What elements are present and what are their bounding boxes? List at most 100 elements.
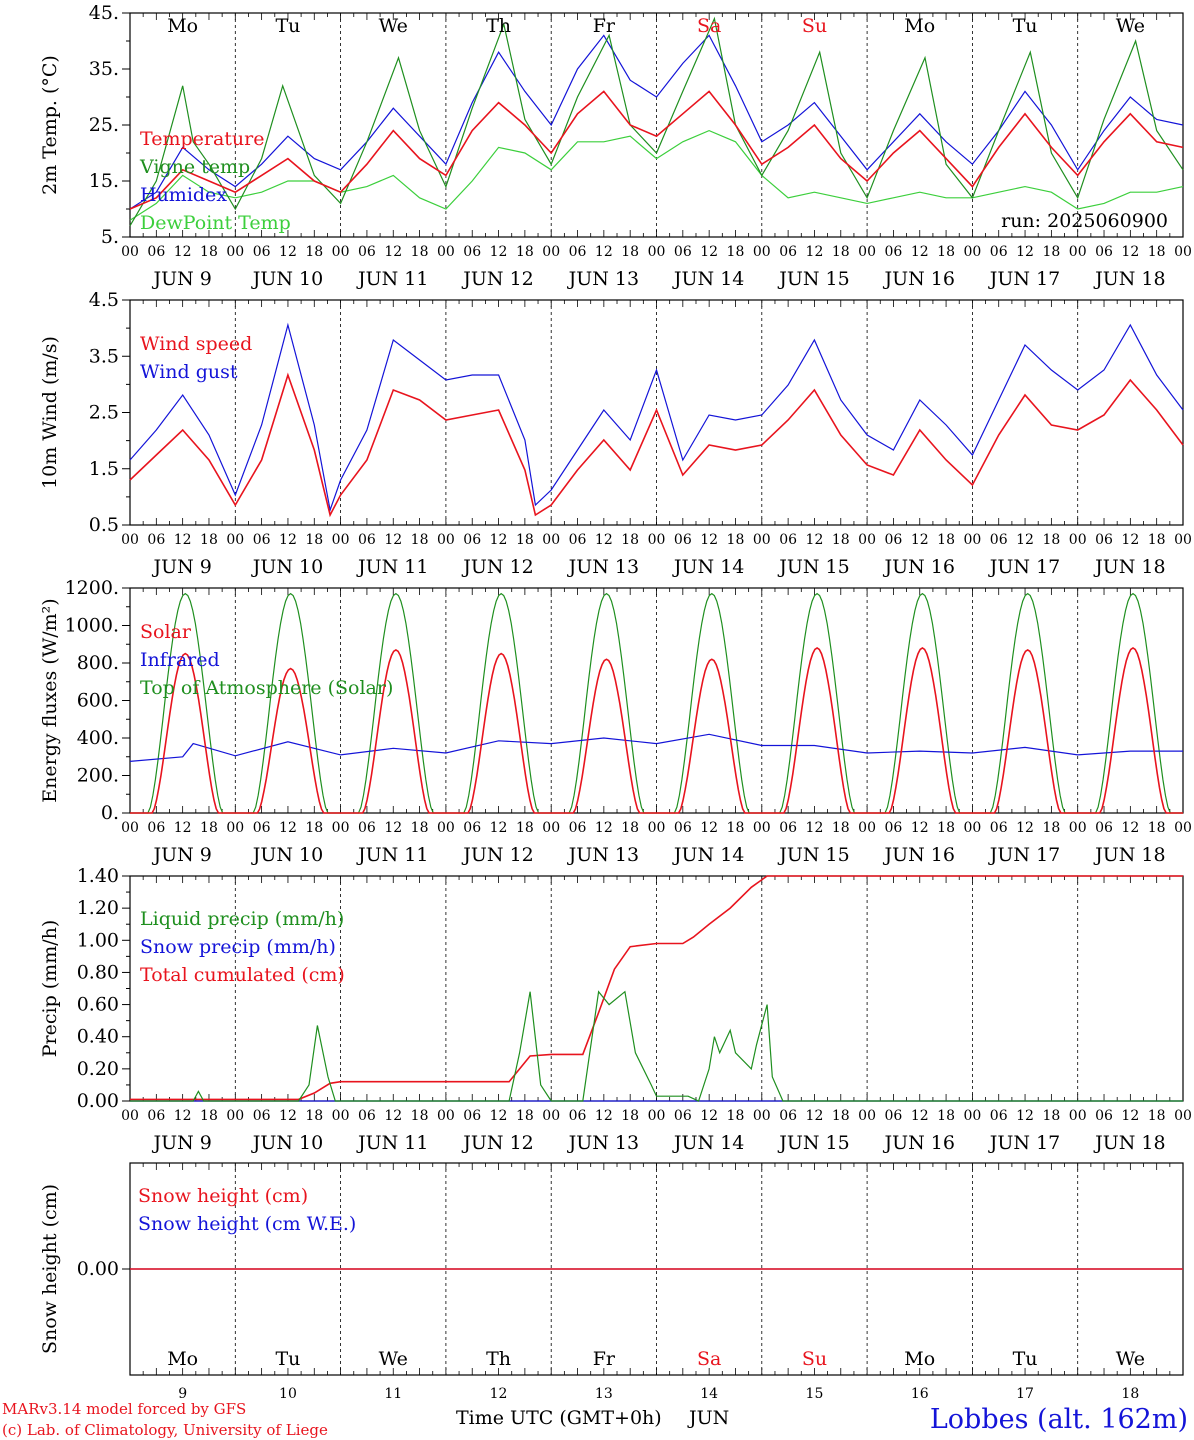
x-hour-label: 06 (147, 1108, 165, 1124)
dewpoint-temp-series-line (129, 129, 1184, 221)
day-number-label: 9 (178, 1386, 187, 1402)
x-date-label: JUN 18 (1093, 268, 1165, 290)
x-hour-label: 12 (911, 532, 929, 548)
legend-entry: Total cumulated (cm) (140, 964, 345, 986)
x-hour-label: 12 (1016, 1108, 1034, 1124)
x-date-label: JUN 16 (883, 556, 955, 578)
x-hour-label: 12 (1016, 532, 1034, 548)
x-hour-label: 18 (621, 1108, 639, 1124)
x-date-label: JUN 18 (1093, 844, 1165, 866)
x-hour-label: 12 (700, 1108, 718, 1124)
x-hour-label: 06 (147, 532, 165, 548)
x-date-label: JUN 14 (672, 1132, 744, 1154)
y-tick-label: 45. (89, 2, 119, 24)
weekday-label: Tu (1013, 1348, 1038, 1370)
legend-entry: Humidex (140, 184, 227, 206)
x-hour-label: 00 (226, 244, 244, 260)
x-hour-label: 12 (279, 1108, 297, 1124)
x-hour-label: 18 (200, 1108, 218, 1124)
x-date-label: JUN 10 (251, 268, 323, 290)
y-tick-label: 5. (101, 226, 119, 248)
x-hour-label: 00 (1174, 1108, 1192, 1124)
x-date-label: JUN 12 (461, 844, 533, 866)
x-hour-label: 00 (437, 244, 455, 260)
x-hour-label: 00 (753, 1108, 771, 1124)
station-label: Lobbes (alt. 162m) (930, 1404, 1188, 1435)
x-hour-label: 18 (305, 532, 323, 548)
x-hour-label: 06 (885, 820, 903, 836)
x-hour-label: 18 (411, 532, 429, 548)
x-hour-label: 00 (121, 244, 139, 260)
y-axis-label: Precip (mm/h) (39, 920, 61, 1058)
x-hour-label: 00 (648, 244, 666, 260)
infrared-series-line (129, 733, 1183, 762)
x-hour-label: 06 (253, 820, 271, 836)
x-hour-label: 06 (1095, 244, 1113, 260)
x-date-label: JUN 17 (988, 1132, 1060, 1154)
x-date-label: JUN 10 (251, 1132, 323, 1154)
x-hour-label: 18 (516, 1108, 534, 1124)
wind-speed-series-line (129, 372, 1184, 518)
x-hour-label: 12 (490, 532, 508, 548)
x-hour-label: 18 (1042, 820, 1060, 836)
y-tick-label: 400. (77, 727, 119, 749)
x-hour-label: 06 (1095, 532, 1113, 548)
x-hour-label: 00 (121, 820, 139, 836)
legend-entry: Snow precip (mm/h) (140, 936, 336, 958)
panel-frame-3 (129, 587, 1184, 814)
weekday-label: We (379, 15, 408, 37)
y-tick-label: 0.20 (77, 1058, 119, 1080)
day-number-label: 12 (490, 1386, 508, 1402)
x-hour-label: 06 (1095, 820, 1113, 836)
x-hour-label: 06 (358, 532, 376, 548)
legend-entry: DewPoint Temp (140, 212, 291, 234)
x-hour-label: 18 (305, 1108, 323, 1124)
day-number-label: 11 (384, 1386, 402, 1402)
y-tick-label: 800. (77, 652, 119, 674)
x-hour-label: 00 (1069, 244, 1087, 260)
x-hour-label: 18 (832, 244, 850, 260)
x-hour-label: 00 (332, 244, 350, 260)
x-hour-label: 18 (621, 532, 639, 548)
legend-entry: Snow height (cm) (138, 1185, 308, 1207)
x-hour-label: 00 (963, 820, 981, 836)
weekday-label: Th (486, 15, 511, 37)
x-hour-label: 12 (490, 1108, 508, 1124)
y-tick-label: 0.80 (77, 961, 119, 983)
legend-entry: Snow height (cm W.E.) (138, 1213, 356, 1235)
x-date-label: JUN 16 (883, 268, 955, 290)
x-hour-label: 18 (832, 820, 850, 836)
x-date-label: JUN 13 (567, 268, 639, 290)
temperature-series-line (129, 90, 1184, 210)
liquid-precip-mm-h-series-line (130, 990, 1183, 1102)
x-hour-label: 12 (700, 244, 718, 260)
x-hour-label: 06 (885, 532, 903, 548)
x-hour-label: 12 (384, 244, 402, 260)
x-hour-label: 18 (1148, 820, 1166, 836)
x-hour-label: 06 (463, 244, 481, 260)
x-hour-label: 18 (1042, 244, 1060, 260)
y-tick-label: 0.60 (77, 994, 119, 1016)
x-hour-label: 12 (174, 1108, 192, 1124)
legend-entry: Liquid precip (mm/h) (140, 908, 344, 930)
y-tick-label: 1.5 (89, 458, 119, 480)
x-hour-label: 18 (1148, 532, 1166, 548)
x-hour-label: 18 (621, 820, 639, 836)
day-number-label: 15 (806, 1386, 824, 1402)
x-hour-label: 00 (437, 532, 455, 548)
x-date-label: JUN 14 (672, 268, 744, 290)
x-hour-label: 00 (858, 532, 876, 548)
x-hour-label: 06 (463, 532, 481, 548)
y-tick-label: 0.40 (77, 1026, 119, 1048)
x-hour-label: 12 (911, 1108, 929, 1124)
x-date-label: JUN 12 (461, 556, 533, 578)
x-axis-month: JUN (687, 1407, 729, 1429)
x-date-label: JUN 12 (461, 1132, 533, 1154)
x-hour-label: 12 (1121, 820, 1139, 836)
x-date-label: JUN 17 (988, 556, 1060, 578)
x-hour-label: 06 (1095, 1108, 1113, 1124)
x-date-label: JUN 12 (461, 268, 533, 290)
total-cumulated-cm-series-line (130, 875, 1183, 1101)
y-tick-label: 1.00 (77, 929, 119, 951)
x-hour-label: 12 (700, 820, 718, 836)
